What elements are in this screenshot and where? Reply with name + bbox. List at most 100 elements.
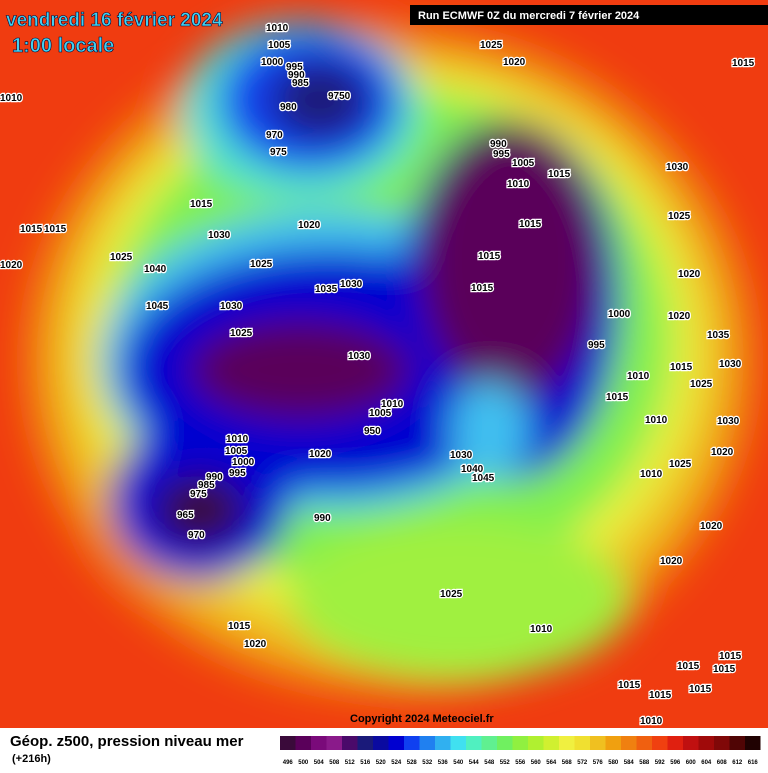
isobar-label: 1015 — [471, 283, 494, 294]
isobar-label: 1015 — [618, 680, 641, 691]
isobar-label: 9750 — [328, 91, 351, 102]
isobar-label: 1025 — [110, 252, 133, 263]
isobar-label: 1005 — [369, 408, 392, 419]
isobar-label: 1015 — [228, 621, 251, 632]
isobar-label: 1010 — [507, 179, 530, 190]
legend-label: 616 — [748, 760, 759, 766]
isobar-label: 990 — [490, 139, 507, 150]
legend-swatch — [404, 736, 420, 750]
isobar-label: 1015 — [732, 58, 755, 69]
legend-swatch — [342, 736, 358, 750]
legend-swatch — [714, 736, 730, 750]
legend-label: 584 — [624, 760, 635, 766]
caption: Géop. z500, pression niveau mer — [10, 733, 244, 750]
legend-swatch — [729, 736, 745, 750]
legend-swatch — [326, 736, 342, 750]
isobar-label: 1000 — [608, 309, 631, 320]
legend-label: 548 — [484, 760, 495, 766]
isobar-label: 1015 — [606, 392, 629, 403]
legend-label: 556 — [515, 760, 526, 766]
isobar-label: 1020 — [711, 447, 734, 458]
time: 1:00 locale — [12, 35, 114, 57]
isobar-label: 1040 — [461, 464, 484, 475]
isobar-label: 1005 — [512, 158, 535, 169]
isobar-label: 1030 — [666, 162, 689, 173]
field — [20, 20, 760, 700]
isobar-label: 990 — [314, 513, 331, 524]
isobar-label: 1020 — [700, 521, 723, 532]
legend-swatch — [512, 736, 528, 750]
isobar-label: 995 — [286, 62, 303, 73]
legend-label: 520 — [376, 760, 387, 766]
isobar-label: 985 — [292, 78, 309, 89]
isobar-label: 1015 — [719, 651, 742, 662]
isobar-label: 1010 — [530, 624, 553, 635]
isobar-label: 1020 — [0, 260, 23, 271]
isobar-label: 1030 — [220, 301, 243, 312]
isobar-label: 1015 — [20, 224, 43, 235]
isobar-label: 985 — [198, 480, 215, 491]
legend-label: 504 — [314, 760, 325, 766]
isobar-label: 950 — [364, 426, 381, 437]
legend-swatch — [419, 736, 435, 750]
isobar-label: 1020 — [244, 639, 267, 650]
isobar-label: 1010 — [266, 23, 289, 34]
isobar-label: 1005 — [225, 446, 248, 457]
isobar-label: 995 — [229, 468, 246, 479]
isobar-label: 1035 — [707, 330, 730, 341]
isobar-label: 1015 — [478, 251, 501, 262]
isobar-label: 990 — [288, 70, 305, 81]
isobar-label: 1020 — [503, 57, 526, 68]
legend-swatch — [311, 736, 327, 750]
isobar-label: 1010 — [0, 93, 23, 104]
isobar-label: 1015 — [649, 690, 672, 701]
legend-swatch — [528, 736, 544, 750]
legend-label: 560 — [531, 760, 542, 766]
legend-swatch — [388, 736, 404, 750]
legend-label: 572 — [577, 760, 588, 766]
legend-label: 500 — [298, 760, 309, 766]
legend-swatch — [280, 736, 296, 750]
legend-swatch — [543, 736, 559, 750]
legend-label: 528 — [407, 760, 418, 766]
legend-label: 592 — [655, 760, 666, 766]
isobar-label: 1040 — [144, 264, 167, 275]
legend-swatch — [481, 736, 497, 750]
isobar-label: 980 — [280, 102, 297, 113]
isobar-label: 1010 — [627, 371, 650, 382]
isobar-label: 1020 — [298, 220, 321, 231]
isobar-label: 1030 — [348, 351, 371, 362]
isobar-label: 1010 — [645, 415, 668, 426]
isobar-label: 1025 — [669, 459, 692, 470]
isobar-label: 1025 — [480, 40, 503, 51]
isobar-label: 1000 — [232, 457, 255, 468]
isobar-label: 965 — [177, 510, 194, 521]
legend-swatch — [559, 736, 575, 750]
legend-swatch — [450, 736, 466, 750]
isobar-label: 1045 — [146, 301, 169, 312]
legend-label: 588 — [639, 760, 650, 766]
isobar-label: 1015 — [670, 362, 693, 373]
legend: 496 500 504 508 512 516 520 524 528 532 536 540 544 5… — [280, 736, 761, 766]
legend-label: 576 — [593, 760, 604, 766]
isobar-label: 1015 — [713, 664, 736, 675]
isobar-label: 1030 — [208, 230, 231, 241]
legend-swatch — [497, 736, 513, 750]
isobar-label: 1020 — [309, 449, 332, 460]
isobar-label: 1015 — [689, 684, 712, 695]
legend-label: 564 — [546, 760, 557, 766]
isobar-label: 975 — [270, 147, 287, 158]
isobar-label: 970 — [188, 530, 205, 541]
legend-label: 532 — [422, 760, 433, 766]
legend-swatch — [373, 736, 389, 750]
isobar-label: 1015 — [519, 219, 542, 230]
legend-label: 596 — [670, 760, 681, 766]
run-banner — [410, 5, 768, 25]
isobar-label: 1010 — [640, 469, 663, 480]
isobar-label: 1020 — [678, 269, 701, 280]
run-text: Run ECMWF 0Z du mercredi 7 février 2024 — [418, 10, 640, 22]
isobar-label: 1030 — [719, 359, 742, 370]
isobar-label: 1030 — [450, 450, 473, 461]
